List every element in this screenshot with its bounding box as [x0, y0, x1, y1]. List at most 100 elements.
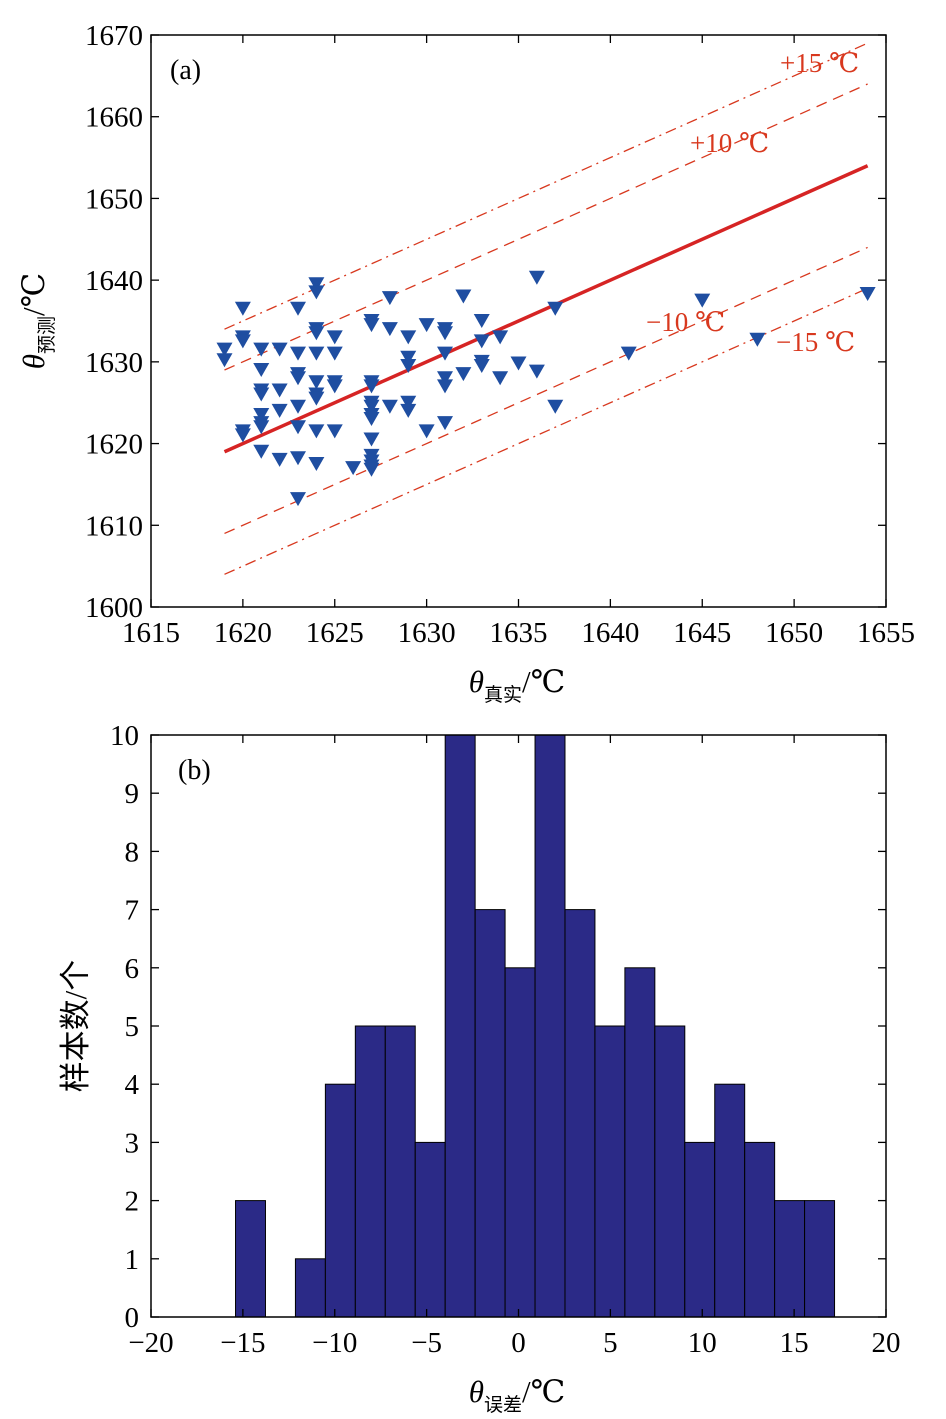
scatter-point: [308, 346, 325, 361]
b-x-tick-label: −20: [128, 1327, 173, 1359]
histogram-bar: [774, 1200, 806, 1318]
scatter-point: [308, 375, 325, 390]
b-y-tick-label: 1: [125, 1244, 140, 1276]
scatter-point: [363, 432, 380, 447]
histogram-bar: [504, 967, 536, 1318]
scatter-point: [437, 379, 453, 394]
b-y-ticks: 0 1 2 3 4 5 6 7 8 9 10: [110, 720, 886, 1334]
scatter-point: [859, 287, 876, 302]
scatter-point: [326, 379, 343, 394]
scatter-point: [381, 322, 398, 337]
a-y-unit: /℃: [16, 273, 51, 316]
b-x-tick-label: −10: [312, 1327, 357, 1359]
scatter-point: [308, 277, 325, 292]
band-line-0: [224, 42, 868, 330]
scatter-point: [437, 371, 453, 386]
scatter-point: [473, 314, 490, 328]
scatter-point: [326, 346, 343, 361]
band-label-minus10: −10 ℃: [646, 307, 725, 337]
scatter-point: [363, 379, 380, 394]
scatter-point: [253, 444, 270, 459]
b-x-axis-title: θ误差/℃: [469, 1374, 566, 1416]
a-x-tick-label: 1640: [581, 617, 639, 649]
b-x-tick-label: 15: [780, 1327, 809, 1359]
a-y-tick-label: 1640: [85, 265, 143, 297]
scatter-point: [253, 387, 270, 402]
b-x-tick-label: 5: [603, 1327, 618, 1359]
b-panel-label: (b): [178, 755, 211, 786]
scatter-point: [234, 428, 251, 443]
scatter-point: [363, 318, 380, 333]
scatter-point: [216, 342, 233, 357]
scatter-point: [437, 416, 453, 431]
histogram-bar: [384, 1025, 416, 1318]
scatter-point: [290, 492, 306, 507]
scatter-point: [253, 407, 270, 422]
histogram-panel-b: −20 −15 −10 −5 0 5 10 15 20 0 1 2 3 4 5 6 7 8 9 10 (b) θ误差…: [58, 720, 901, 1416]
scatter-point: [345, 461, 362, 476]
scatter-point: [290, 371, 306, 386]
reference-line-y-equals-x: [223, 164, 869, 454]
scatter-point: [253, 420, 270, 435]
scatter-point: [290, 399, 306, 414]
a-x-tick-label: 1620: [214, 617, 272, 649]
a-y-axis-title: θ预测/℃: [16, 273, 58, 370]
scatter-point: [455, 289, 472, 304]
scatter-point: [290, 301, 306, 316]
histogram-bar: [654, 1025, 686, 1318]
scatter-point: [290, 451, 306, 466]
b-y-tick-label: 5: [125, 1011, 140, 1043]
b-x-ticks: −20 −15 −10 −5 0 5 10 15 20: [128, 735, 901, 1359]
a-x-tick-label: 1635: [490, 617, 548, 649]
scatter-point: [492, 371, 509, 386]
a-x-tick-label: 1645: [673, 617, 731, 649]
band-label-minus15: −15 ℃: [776, 327, 855, 357]
b-x-tick-label: 20: [872, 1327, 901, 1359]
histogram-bar: [534, 734, 566, 1318]
scatter-point: [418, 318, 435, 333]
a-y-tick-label: 1620: [85, 429, 143, 461]
histogram-bar: [444, 734, 476, 1318]
a-x-subscript: 真实: [484, 684, 522, 706]
scatter-point: [400, 358, 417, 373]
scatter-point: [253, 342, 270, 357]
b-y-tick-label: 10: [110, 720, 139, 752]
scatter-point: [216, 353, 233, 368]
scatter-point: [363, 399, 380, 414]
scatter-point: [308, 326, 325, 341]
a-x-unit: /℃: [522, 664, 565, 699]
band-line-3: [224, 287, 868, 575]
b-y-tick-label: 8: [125, 836, 140, 868]
scatter-panel-a: 1615 1620 1625 1630 1635 1640 1645 1650 1655 160…: [16, 20, 915, 706]
a-x-axis-title: θ真实/℃: [469, 664, 566, 706]
scatter-point: [400, 330, 417, 345]
scatter-point: [308, 285, 325, 300]
scatter-point: [308, 391, 325, 406]
b-y-tick-label: 7: [125, 895, 140, 927]
a-y-tick-label: 1630: [85, 347, 143, 379]
a-y-ticks: 1600 1610 1620 1630 1640 1650 1660 1670: [85, 20, 886, 624]
scatter-point: [418, 424, 435, 439]
scatter-point: [290, 420, 306, 435]
histogram-bar: [714, 1083, 746, 1318]
b-y-tick-label: 0: [125, 1302, 140, 1334]
scatter-point: [363, 462, 380, 477]
a-x-tick-label: 1650: [765, 617, 823, 649]
b-y-tick-label: 3: [125, 1127, 140, 1159]
histogram-bar: [354, 1025, 386, 1318]
scatter-point: [308, 457, 325, 471]
scatter-point: [749, 332, 766, 347]
band-line-2: [224, 246, 868, 535]
scatter-point: [234, 301, 251, 316]
a-x-tick-label: 1615: [122, 617, 180, 649]
histogram-bar: [235, 1200, 266, 1318]
scatter-point: [308, 424, 325, 439]
histogram-bar: [474, 909, 506, 1318]
a-data-points: [216, 270, 876, 507]
scatter-point: [253, 363, 270, 378]
a-y-tick-label: 1670: [85, 20, 143, 52]
band-label-plus10: +10 ℃: [690, 128, 769, 158]
b-x-tick-label: −15: [220, 1327, 265, 1359]
scatter-point: [381, 291, 398, 306]
